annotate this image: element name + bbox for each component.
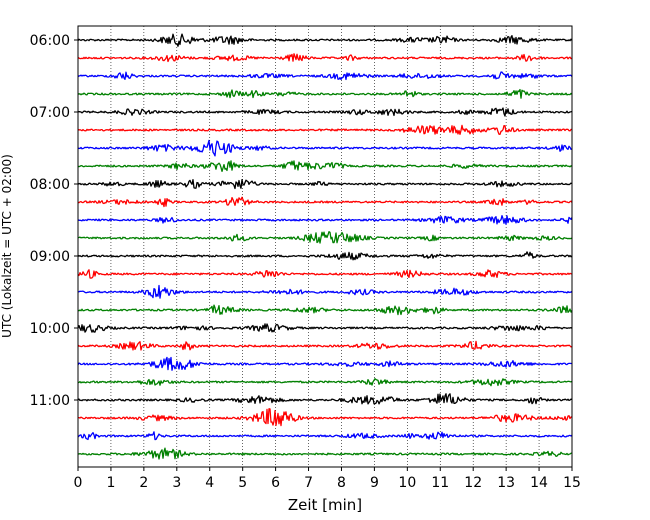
trace-row-06:30 bbox=[77, 71, 573, 81]
x-tick-label: 11 bbox=[431, 475, 449, 491]
x-tick-label: 5 bbox=[238, 475, 247, 491]
trace-group bbox=[77, 33, 573, 460]
trace-row-06:15 bbox=[77, 53, 573, 63]
trace-row-11:00 bbox=[77, 393, 573, 405]
trace-row-07:00 bbox=[77, 107, 573, 117]
trace-row-08:30 bbox=[77, 215, 573, 225]
trace-row-07:45 bbox=[77, 160, 573, 173]
plot-frame bbox=[77, 25, 573, 468]
x-axis-ticks: 0 1 2 3 4 5 6 7 8 9 10 11 12 13 14 15 bbox=[74, 467, 581, 491]
y-tick-label: 09:00 bbox=[30, 249, 70, 265]
trace-row-06:00 bbox=[77, 33, 573, 47]
trace-row-08:15 bbox=[77, 196, 573, 208]
x-tick-label: 9 bbox=[370, 475, 379, 491]
trace-row-08:45 bbox=[77, 231, 573, 244]
x-tick-label: 8 bbox=[337, 475, 346, 491]
x-tick-label: 10 bbox=[398, 475, 416, 491]
y-tick-label: 07:00 bbox=[30, 105, 70, 121]
trace-row-09:45 bbox=[77, 304, 573, 316]
x-tick-label: 3 bbox=[172, 475, 181, 491]
trace-row-06:45 bbox=[77, 88, 573, 99]
trace-row-10:15 bbox=[77, 340, 573, 351]
trace-row-09:15 bbox=[77, 269, 573, 279]
trace-row-10:30 bbox=[77, 356, 573, 371]
x-tick-label: 13 bbox=[497, 475, 515, 491]
y-tick-label: 06:00 bbox=[30, 33, 70, 49]
trace-row-08:00 bbox=[77, 179, 573, 190]
y-tick-label: 10:00 bbox=[30, 321, 70, 337]
trace-row-09:00 bbox=[77, 251, 573, 261]
trace-row-10:00 bbox=[77, 323, 573, 333]
trace-row-07:30 bbox=[77, 139, 573, 157]
x-tick-label: 14 bbox=[530, 475, 548, 491]
trace-row-11:45 bbox=[77, 447, 573, 460]
trace-row-09:30 bbox=[77, 284, 573, 299]
trace-row-07:15 bbox=[77, 124, 573, 135]
plot-area bbox=[78, 26, 572, 467]
trace-row-10:45 bbox=[77, 378, 573, 387]
trace-row-11:30 bbox=[77, 431, 573, 441]
x-tick-label: 2 bbox=[139, 475, 148, 491]
x-tick-label: 0 bbox=[74, 475, 83, 491]
x-tick-label: 1 bbox=[106, 475, 115, 491]
y-tick-label: 08:00 bbox=[30, 177, 70, 193]
x-tick-label: 12 bbox=[464, 475, 482, 491]
x-tick-label: 4 bbox=[205, 475, 214, 491]
x-tick-label: 7 bbox=[304, 475, 313, 491]
y-axis-ticks: 06:00 07:00 08:00 09:00 10:00 11:00 bbox=[30, 33, 78, 409]
trace-row-11:15 bbox=[77, 408, 573, 427]
x-tick-label: 6 bbox=[271, 475, 280, 491]
y-tick-label: 11:00 bbox=[30, 393, 70, 409]
y-axis-label: UTC (Lokalzeit = UTC + 02:00) bbox=[0, 154, 14, 338]
x-tick-label: 15 bbox=[563, 475, 581, 491]
x-axis-label: Zeit [min] bbox=[288, 496, 362, 514]
